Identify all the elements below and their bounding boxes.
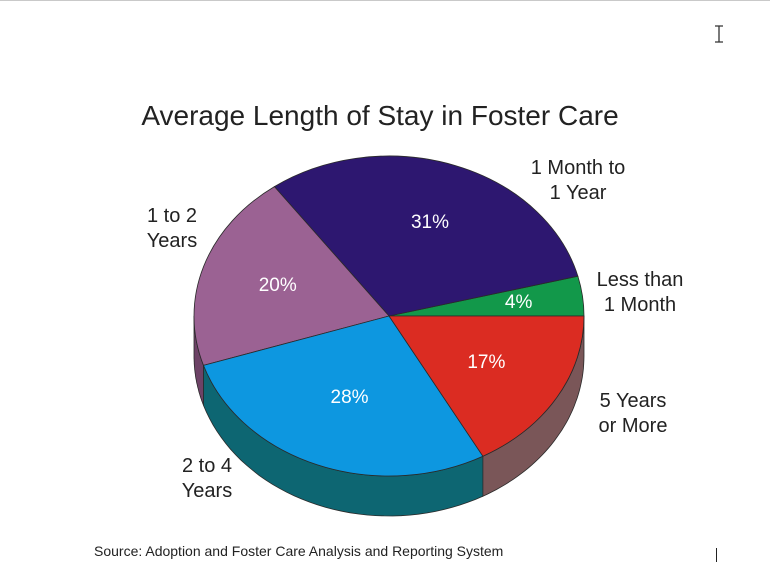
slice-value-label: 28% (330, 386, 369, 408)
slice-category-label: 1 to 2 Years (146, 205, 198, 252)
slice-value-label: 4% (504, 291, 533, 313)
slice-value-label: 17% (467, 352, 506, 374)
top-divider (0, 0, 770, 1)
pie-slice-3 (202, 315, 484, 477)
text-cursor-icon (715, 25, 723, 43)
slice-category-label: 5 Years or More (598, 390, 668, 437)
pie-slice-4 (388, 315, 585, 457)
slice-category-label: 2 to 4 Years (181, 455, 233, 502)
slice-category-label: 1 Month to 1 Year (530, 157, 626, 204)
slice-category-label: Less than 1 Month (596, 269, 684, 316)
pie-slices (193, 155, 585, 477)
slice-value-label: 31% (410, 211, 449, 233)
source-note: Source: Adoption and Foster Care Analysi… (94, 543, 504, 559)
slice-value-label: 20% (258, 275, 297, 297)
chart-title: Average Length of Stay in Foster Care (141, 100, 619, 131)
text-caret (716, 548, 717, 562)
pie-slice-1 (273, 155, 579, 317)
pie-slice-2 (193, 186, 390, 366)
